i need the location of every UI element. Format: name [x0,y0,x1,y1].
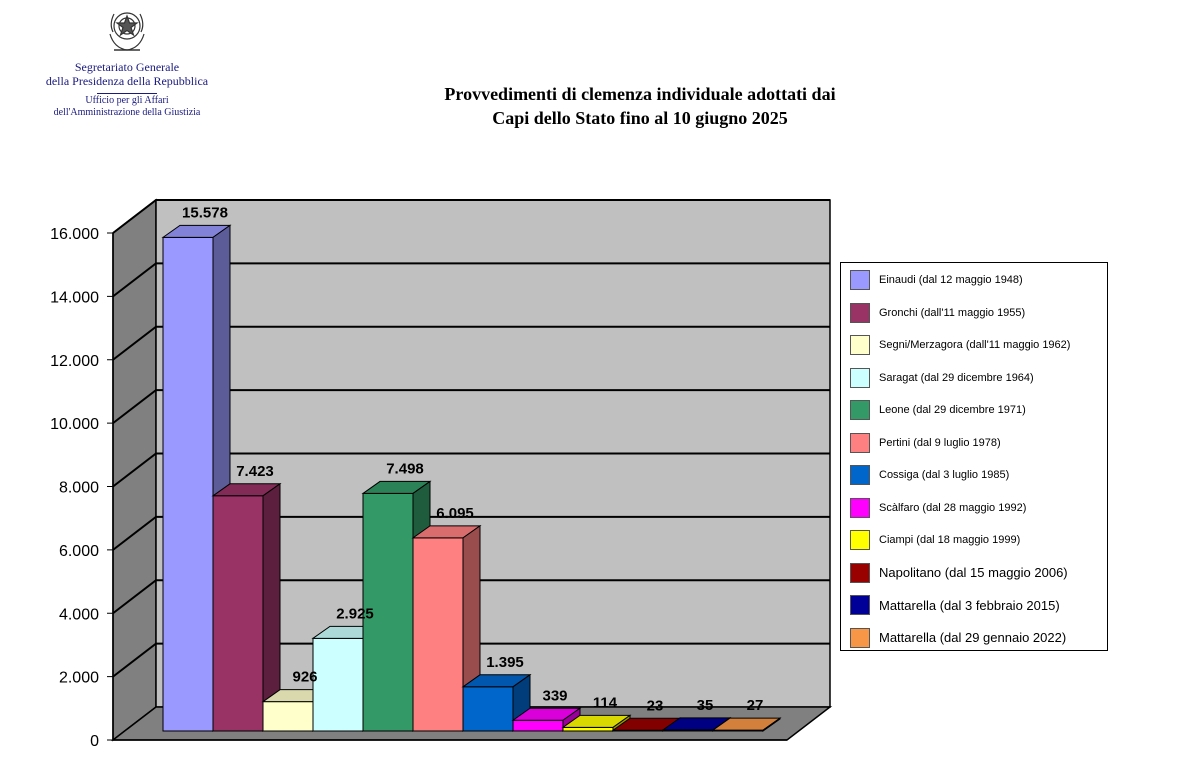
org-line-2: della Presidenza della Repubblica [45,74,209,88]
chart-title: Provvedimenti di clemenza individuale ad… [330,82,950,130]
legend-swatch [850,562,870,583]
y-tick-label: 16.000 [50,226,99,243]
org-line-4: dell'Amministrazione della Giustizia [53,107,201,118]
y-tick-label: 12.000 [50,353,99,370]
y-tick-label: 6.000 [59,543,99,560]
legend-swatch [850,432,870,453]
chart-title-line-2: Capi dello Stato fino al 10 giugno 2025 [492,108,788,128]
bar-front-face [312,637,364,732]
organization-header: Segretariato Generale della Presidenza d… [20,4,234,119]
data-label: 7.423 [236,463,274,480]
legend-item: Saragat (dal 29 dicembre 1964) [850,367,1034,388]
bar-front-face [562,726,614,732]
y-tick-label: 8.000 [59,480,99,497]
legend-item: Scàlfaro (dal 28 maggio 1992) [850,497,1027,518]
data-label: 35 [697,697,714,714]
italian-republic-emblem-icon [109,12,145,51]
legend-label: Segni/Merzagora (dall'11 maggio 1962) [879,339,1071,351]
legend-label: Einaudi (dal 12 maggio 1948) [879,274,1023,286]
legend-swatch [850,302,870,323]
gridline [112,325,830,361]
bar-front-face [412,537,464,732]
gridline [112,199,830,234]
legend-label: Pertini (dal 9 luglio 1978) [879,436,1001,449]
bar-front-face [262,701,314,732]
bar [161,224,232,732]
legend-swatch [850,627,870,648]
legend-label: Scàlfaro (dal 28 maggio 1992) [879,501,1027,514]
y-tick-label: 10.000 [50,416,99,433]
gridline [112,515,830,551]
chart-legend: Einaudi (dal 12 maggio 1948) Gronchi (dal… [840,262,1108,651]
bar [711,717,782,732]
data-label: 926 [292,669,317,686]
gridline [112,452,830,488]
y-tick-label: 0 [90,733,99,750]
legend-swatch [850,530,870,550]
legend-swatch [850,270,870,290]
legend-swatch [850,335,870,355]
legend-swatch [850,367,870,388]
bar [211,482,282,732]
y-tick-label: 14.000 [50,289,99,306]
legend-swatch [850,465,870,485]
bar-front-face [462,686,514,732]
data-label: 1.395 [486,654,524,671]
bar-front-face [512,719,564,732]
legend-label: Mattarella (dal 3 febbraio 2015) [879,597,1060,613]
bar-chart: 0 2.000 4.000 6.000 8.000 10.000 12.000 14.000 1… [50,198,833,750]
legend-item: Pertini (dal 9 luglio 1978) [850,432,1001,453]
bar-front-face [212,495,264,732]
legend-item: Ciampi (dal 18 maggio 1999) [850,530,1020,550]
gridline [112,579,830,615]
legend-item: Cossiga (dal 3 luglio 1985) [850,465,1009,485]
chart-title-line-1: Provvedimenti di clemenza individuale ad… [444,84,836,104]
legend-item: Segni/Merzagora (dall'11 maggio 1962) [850,335,1070,355]
legend-item: Mattarella (dal 29 gennaio 2022) [850,627,1067,648]
bar [261,688,332,732]
legend-label: Ciampi (dal 18 maggio 1999) [879,534,1021,546]
gridline [112,262,830,298]
data-label: 15.578 [182,204,228,221]
data-label: 27 [747,697,764,714]
data-label: 339 [542,687,567,704]
bar-front-face [362,492,414,732]
data-label: 6.095 [436,505,474,522]
org-divider [97,93,157,94]
gridline [112,389,830,424]
legend-swatch [850,400,870,420]
legend-label: Leone (dal 29 dicembre 1971) [879,404,1026,416]
bar [411,524,482,732]
legend-swatch [850,595,870,615]
y-tick-label: 4.000 [59,606,99,623]
legend-label: Napolitano (dal 15 maggio 2006) [879,565,1068,580]
legend-swatch [850,497,870,518]
data-label: 23 [647,697,664,714]
legend-label: Gronchi (dall'11 maggio 1955) [879,306,1026,319]
y-tick-label: 2.000 [59,670,99,687]
legend-item: Einaudi (dal 12 maggio 1948) [850,270,1023,290]
gridline [112,642,830,678]
legend-item: Napolitano (dal 15 maggio 2006) [850,562,1068,583]
org-line-3: Ufficio per gli Affari [85,95,169,106]
legend-label: Saragat (dal 29 dicembre 1964) [879,371,1034,384]
data-label: 2.925 [336,605,374,622]
bar-side-face [762,717,781,732]
legend-item: Leone (dal 29 dicembre 1971) [850,400,1026,420]
legend-item: Mattarella (dal 3 febbraio 2015) [850,595,1060,615]
org-line-1: Segretariato Generale [74,60,180,74]
data-label: 114 [593,694,618,711]
data-label: 7.498 [386,460,424,477]
legend-item: Gronchi (dall'11 maggio 1955) [850,302,1026,323]
legend-label: Cossiga (dal 3 luglio 1985) [879,469,1010,481]
legend-label: Mattarella (dal 29 gennaio 2022) [879,630,1067,645]
bar-front-face [162,236,214,732]
